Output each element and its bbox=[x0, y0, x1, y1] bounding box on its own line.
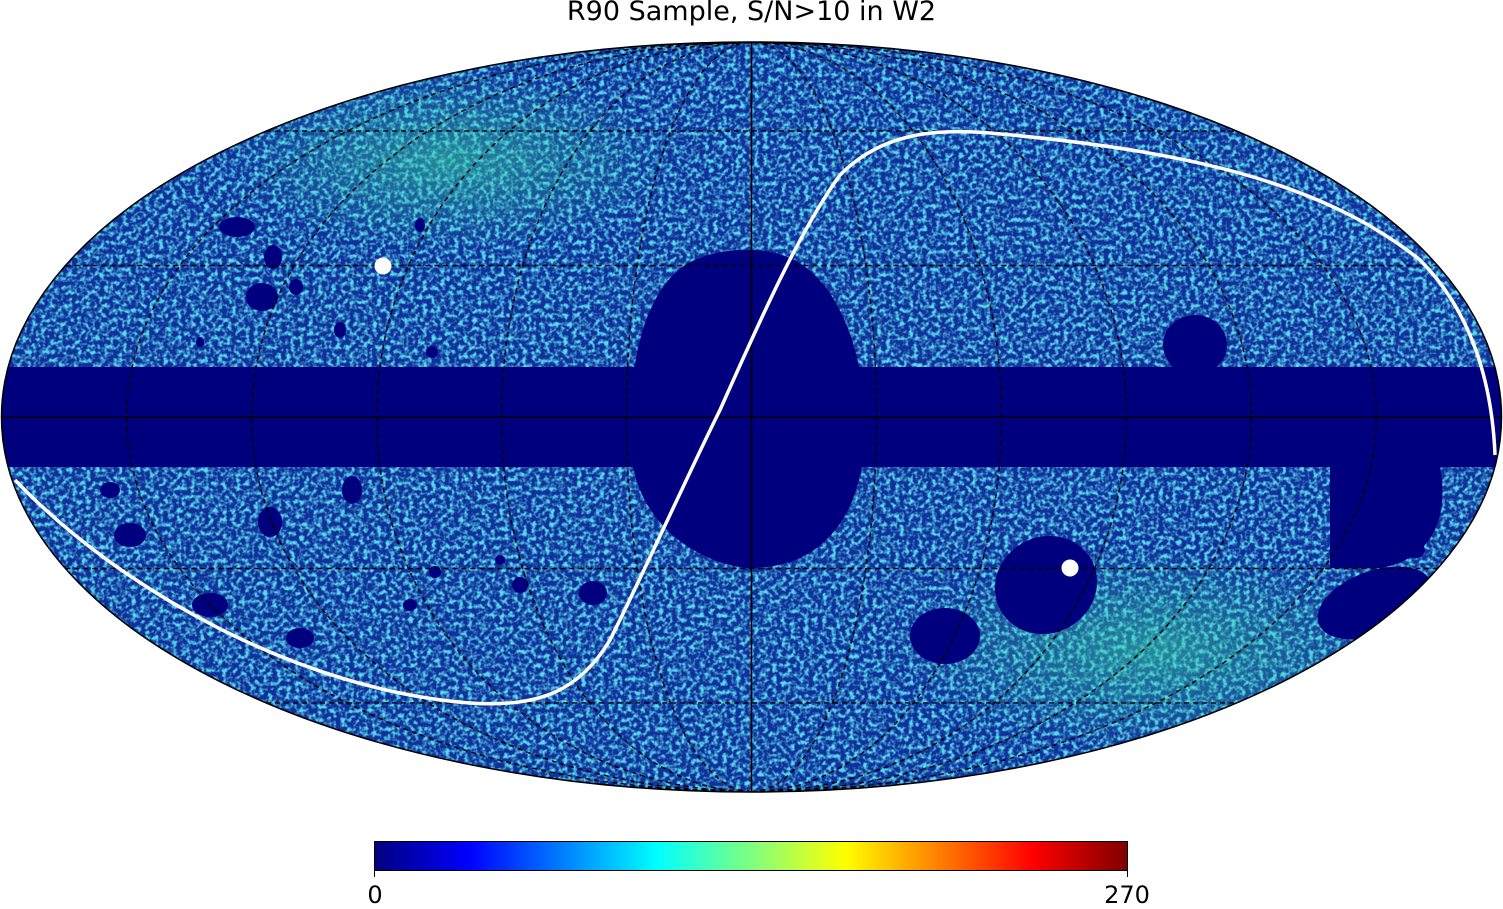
hole-mask bbox=[258, 507, 282, 537]
map-title: R90 Sample, S/N>10 in W2 bbox=[566, 0, 937, 27]
hole-mask bbox=[219, 217, 255, 237]
meridian-line bbox=[751, 42, 1378, 792]
hole-mask bbox=[495, 555, 505, 565]
hole-mask bbox=[342, 476, 362, 504]
hole-mask bbox=[286, 628, 314, 648]
colorbar bbox=[374, 841, 1128, 871]
hole-mask bbox=[100, 482, 120, 498]
colorbar-max-tick bbox=[1127, 871, 1128, 877]
meridian-line bbox=[125, 42, 752, 792]
colorbar-min-tick bbox=[374, 871, 375, 877]
galactic-bulge-mask bbox=[630, 249, 866, 569]
hole-mask bbox=[1163, 315, 1227, 375]
hole-mask bbox=[1405, 542, 1425, 558]
hole-mask bbox=[512, 577, 528, 593]
map-body bbox=[1, 42, 1502, 792]
hole-mask bbox=[579, 581, 607, 605]
hole-mask bbox=[114, 523, 146, 547]
hole-mask bbox=[289, 279, 303, 295]
ecliptic-curve bbox=[13, 129, 1497, 706]
smc-mask bbox=[910, 608, 980, 664]
hole-mask bbox=[334, 322, 346, 338]
hole-mask bbox=[264, 245, 282, 269]
ecliptic-pole-marker bbox=[1061, 559, 1079, 577]
ecliptic-pole-marker bbox=[374, 257, 392, 275]
colorbar-max-label: 270 bbox=[1104, 881, 1150, 909]
map-boundary bbox=[0, 41, 1503, 793]
colorbar-min-label: 0 bbox=[367, 881, 383, 909]
hole-mask bbox=[415, 218, 425, 232]
hole-mask bbox=[426, 346, 438, 358]
pole-markers bbox=[374, 257, 1079, 577]
high-density-region-ne bbox=[230, 70, 670, 250]
hole-mask bbox=[196, 337, 204, 347]
hole-mask bbox=[246, 283, 278, 311]
hole-mask bbox=[403, 599, 417, 611]
